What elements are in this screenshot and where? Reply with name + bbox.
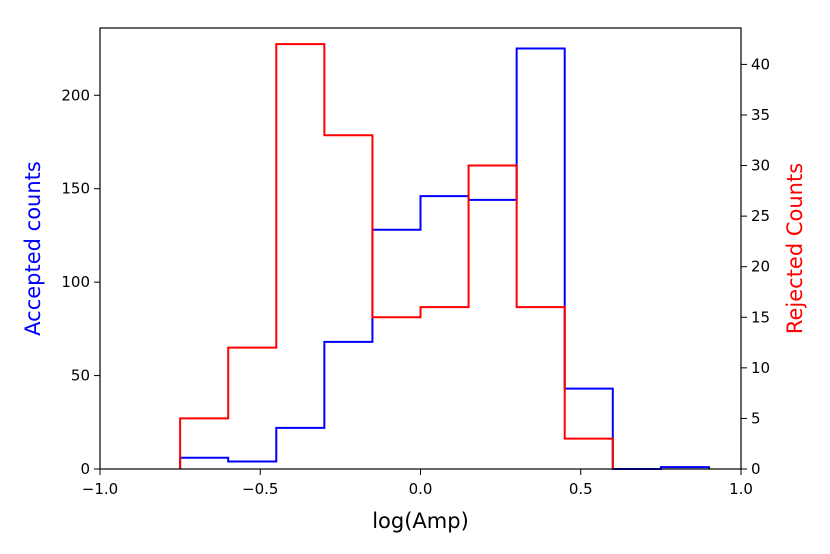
x-tick-label: 1.0 xyxy=(729,480,753,498)
x-tick-label: −0.5 xyxy=(242,480,278,498)
x-axis-label: log(Amp) xyxy=(372,509,469,533)
right-y-tick-label: 0 xyxy=(751,460,761,478)
left-y-tick-label: 50 xyxy=(71,367,90,385)
left-y-axis-label: Accepted counts xyxy=(21,161,45,336)
right-y-tick-label: 35 xyxy=(751,106,770,124)
right-y-axis-label: Rejected Counts xyxy=(783,163,807,334)
plot-frame xyxy=(99,27,742,470)
right-y-tick-label: 15 xyxy=(751,308,770,326)
right-y-tick-label: 40 xyxy=(751,55,770,73)
plot-area xyxy=(179,43,710,470)
x-tick-label: −1.0 xyxy=(82,480,118,498)
left-y-tick-label: 150 xyxy=(61,180,90,198)
right-y-tick-label: 25 xyxy=(751,207,770,225)
x-axis: −1.0 −0.5 0.0 0.5 1.0 xyxy=(82,469,753,498)
left-y-tick-label: 100 xyxy=(61,273,90,291)
left-y-tick-label: 200 xyxy=(61,86,90,104)
right-y-axis: 0 5 10 15 20 25 30 35 40 xyxy=(741,55,770,478)
x-tick-label: 0.0 xyxy=(409,480,433,498)
right-y-tick-label: 30 xyxy=(751,157,770,175)
left-y-axis: 0 50 100 150 200 xyxy=(61,86,100,478)
right-y-tick-label: 10 xyxy=(751,359,770,377)
x-tick-label: 0.5 xyxy=(569,480,593,498)
right-y-tick-label: 5 xyxy=(751,409,761,427)
left-y-tick-label: 0 xyxy=(80,460,90,478)
right-y-tick-label: 20 xyxy=(751,258,770,276)
series-rejected-step-line xyxy=(179,43,614,469)
series-accepted-step-line xyxy=(179,47,710,470)
